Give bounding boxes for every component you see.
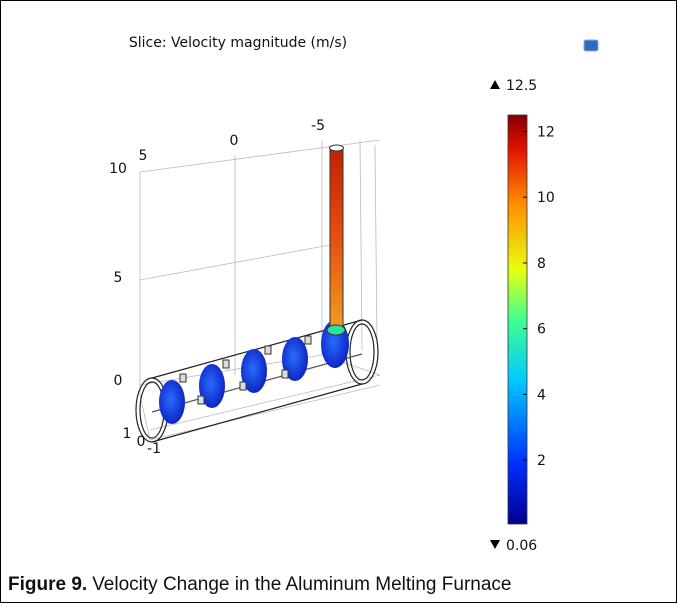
- axis-label: 1: [123, 426, 132, 442]
- colorbar-tick-label: 12: [537, 124, 555, 140]
- colorbar-tick-label: 6: [537, 322, 546, 338]
- plot-title: Slice: Velocity magnitude (m/s): [129, 35, 347, 51]
- max-marker: [490, 80, 500, 89]
- axis-label: 10: [109, 161, 127, 177]
- colorbar-min: 0.06: [506, 538, 537, 554]
- caption-text: Velocity Change in the Aluminum Melting …: [92, 574, 511, 595]
- axis-label: 5: [114, 270, 123, 286]
- caption-label: Figure 9.: [8, 574, 87, 595]
- colorbar-max: 12.5: [506, 78, 537, 94]
- axis-label: 0: [230, 133, 239, 149]
- min-marker: [490, 540, 500, 549]
- caption: Figure 9.Velocity Change in the Aluminum…: [8, 574, 511, 595]
- colorbar-tick-label: 2: [537, 453, 546, 469]
- axis-label: -1: [147, 441, 161, 457]
- axis-label: 0: [137, 434, 146, 450]
- colorbar-tick-label: 10: [537, 190, 555, 206]
- toolbar-icon[interactable]: [584, 40, 598, 51]
- colorbar-tick-label: 8: [537, 256, 546, 272]
- figure: Slice: Velocity magnitude (m/s) Figure 9…: [0, 0, 677, 603]
- colorbar: [508, 115, 527, 524]
- colorbar-tick-label: 4: [537, 387, 546, 403]
- axis-label: 5: [139, 148, 148, 164]
- axis-label: 0: [114, 373, 123, 389]
- velocity-slices: [159, 145, 349, 424]
- axis-label: -5: [311, 118, 325, 134]
